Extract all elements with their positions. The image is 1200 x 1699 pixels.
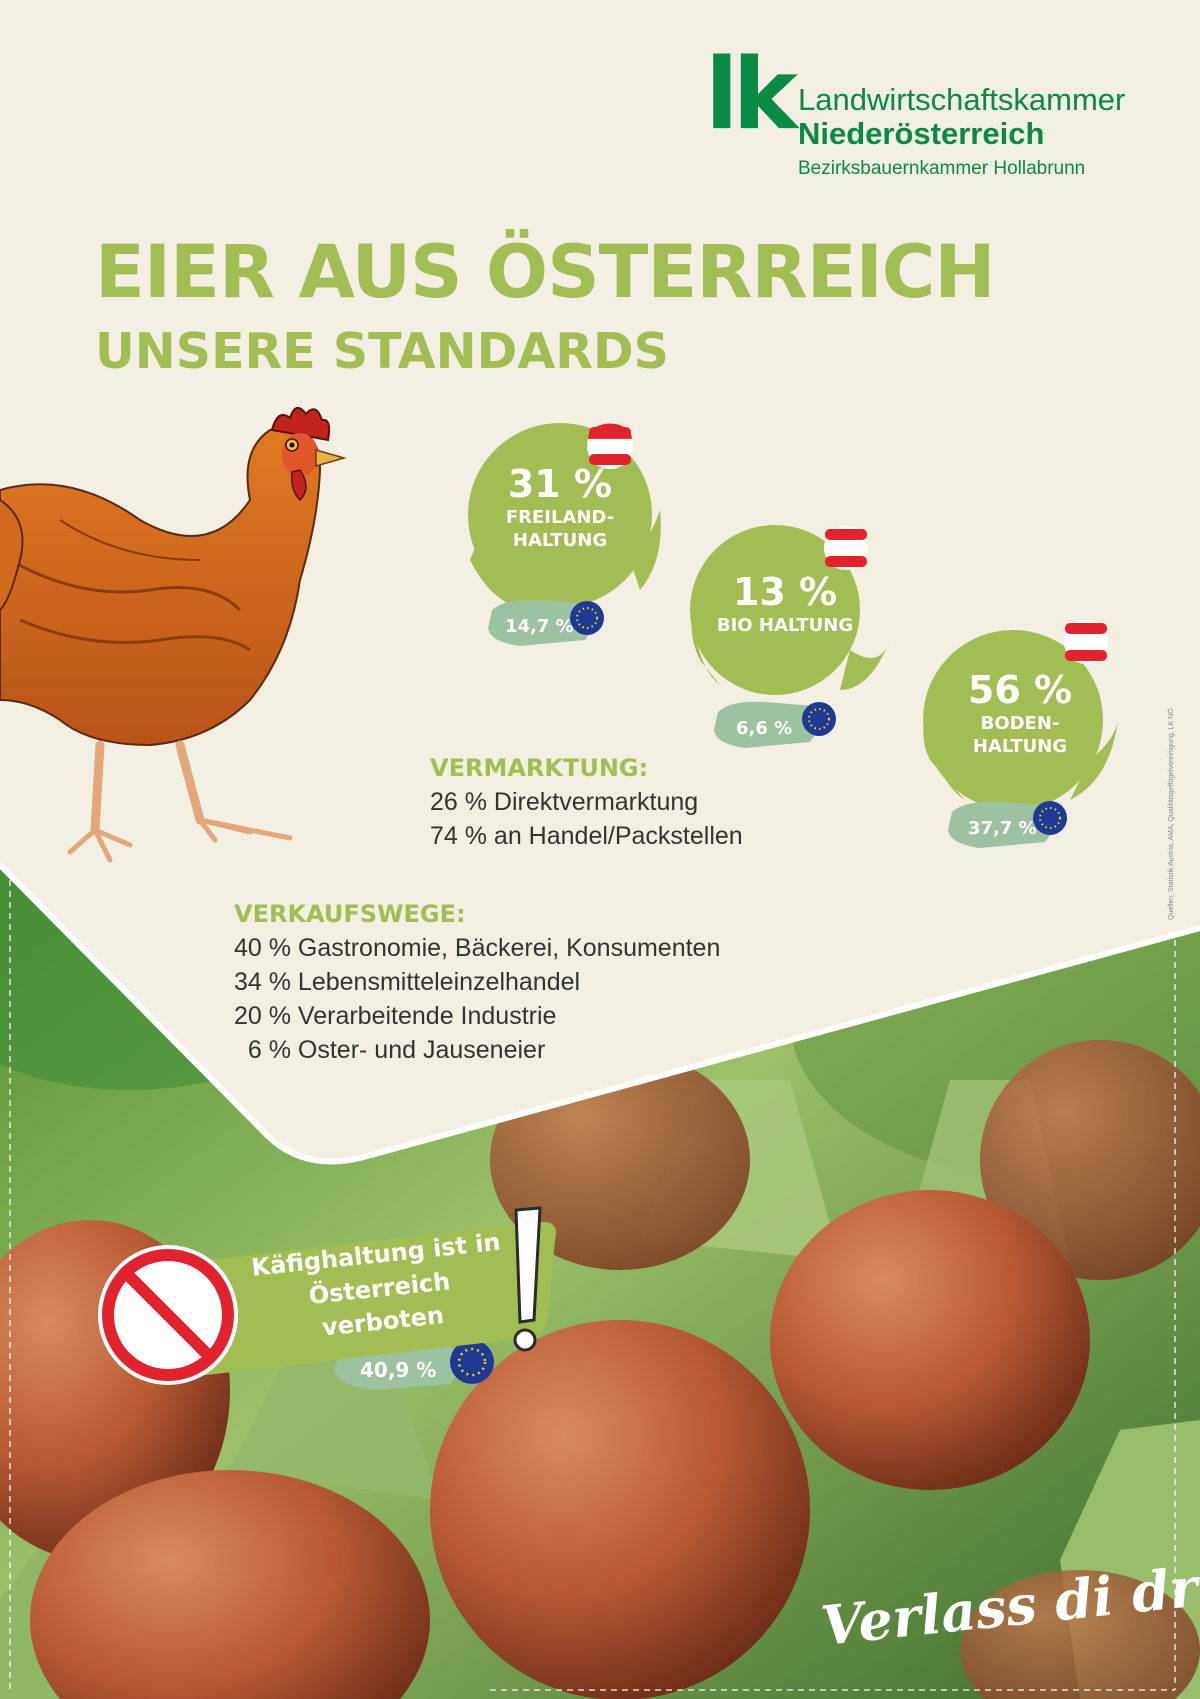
logo-line2: Niederösterreich (798, 116, 1045, 151)
source-note: Quellen: Statistik Austria, AMA, Qualitä… (1168, 708, 1175, 920)
boden-value: 56 % (967, 668, 1073, 712)
eu-flag-icon (802, 702, 836, 736)
page-subtitle: UNSERE STANDARDS (95, 323, 669, 380)
ban-banner (175, 1221, 556, 1378)
logo-line1: Landwirtschaftskammer (798, 82, 1126, 117)
eu-flag-icon (570, 601, 604, 635)
verkaufswege-heading: VERKAUFSWEGE: (234, 900, 466, 928)
austria-flag-icon (1064, 620, 1108, 664)
bio-blob (690, 525, 890, 695)
list-item: 34 % Lebensmitteleinzelhandel (234, 968, 581, 996)
list-item: 74 % an Handel/Packstellen (430, 822, 743, 850)
list-item: 40 % Gastronomie, Bäckerei, Konsumenten (234, 934, 721, 962)
vermarktung-list: 26 % Direktvermarktung 74 % an Handel/Pa… (430, 788, 743, 856)
eu-pill-boden (948, 801, 1055, 848)
boden-label-2: HALTUNG (972, 736, 1068, 758)
logo-mark: lk (705, 38, 798, 152)
freiland-eu-value: 14,7 % (505, 616, 574, 637)
ban-eu-value: 40,9 % (360, 1358, 437, 1382)
vermarktung-heading: VERMARKTUNG: (430, 754, 649, 782)
logo-line3: Bezirksbauernkammer Hollabrunn (798, 158, 1086, 179)
boden-blob (923, 630, 1118, 810)
list-item: 20 % Verarbeitende Industrie (234, 1002, 557, 1030)
eu-pill-bio (714, 701, 820, 748)
bio-label-1: BIO HALTUNG (716, 614, 854, 636)
eu-flag-icon (450, 1340, 494, 1384)
bio-value: 13 % (732, 570, 838, 614)
freiland-stat: 31 % FREILAND- HALTUNG (480, 462, 640, 553)
austria-flag-icon (587, 423, 633, 469)
eu-flag-icon (1033, 801, 1067, 835)
freiland-label-1: FREILAND- (505, 506, 615, 528)
page-title: EIER AUS ÖSTERREICH (95, 230, 995, 315)
prohibited-sign-icon (98, 1245, 238, 1385)
freiland-value: 31 % (507, 462, 613, 506)
verkaufswege-list: 40 % Gastronomie, Bäckerei, Konsumenten … (234, 934, 720, 1070)
boden-eu-value: 37,7 % (968, 818, 1037, 839)
austria-flag-icon (824, 526, 868, 570)
boden-stat: 56 % BODEN- HALTUNG (940, 668, 1100, 759)
eu-pill-freiland (488, 599, 594, 646)
hen-illustration (0, 407, 347, 863)
list-item: 26 % Direktvermarktung (430, 788, 699, 816)
boden-label-1: BODEN- (980, 712, 1060, 734)
list-item: 6 % Oster- und Jauseneier (234, 1036, 546, 1064)
bio-eu-value: 6,6 % (736, 718, 793, 739)
freiland-label-2: HALTUNG (512, 530, 608, 552)
bio-stat: 13 % BIO HALTUNG (705, 570, 865, 637)
exclamation-icon (513, 1206, 542, 1352)
